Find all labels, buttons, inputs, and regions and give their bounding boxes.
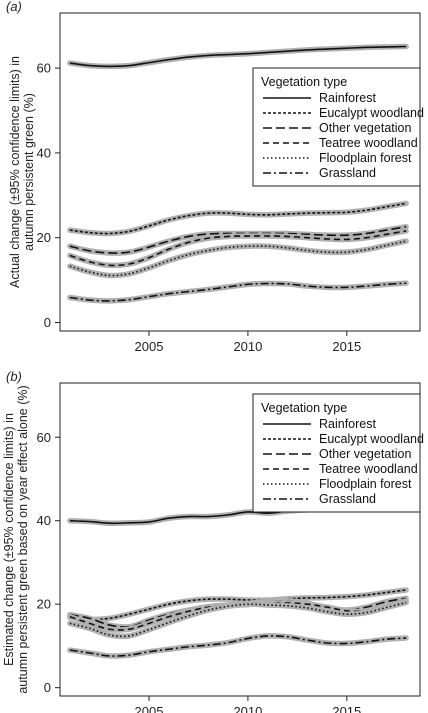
y-tick-label: 20 xyxy=(37,597,51,612)
legend-title: Vegetation type xyxy=(261,75,347,89)
y-axis-title-line: autumn persistent green (%) xyxy=(22,93,36,251)
confidence-band-4 xyxy=(67,599,409,640)
series-line-4 xyxy=(69,240,407,277)
series-line-3 xyxy=(69,230,407,267)
y-tick-label: 40 xyxy=(37,513,51,528)
y-tick-label: 20 xyxy=(37,230,51,245)
plot-frame xyxy=(59,382,421,697)
legend-box xyxy=(252,67,421,187)
legend-label-5: Grassland xyxy=(319,166,376,180)
legend-label-4: Floodplain forest xyxy=(319,477,412,491)
y-tick-label: 40 xyxy=(37,145,51,160)
confidence-band-1 xyxy=(67,200,409,237)
panel-label: (b) xyxy=(6,369,22,384)
legend-label-2: Other vegetation xyxy=(319,121,411,135)
y-axis-title-line: autumn persistent green based on year ef… xyxy=(16,385,30,693)
legend-label-3: Teatree woodland xyxy=(319,136,418,150)
panel-label: (a) xyxy=(6,0,22,14)
y-axis-title-line: Actual change (±95% confidence limits) i… xyxy=(8,56,22,288)
series-group xyxy=(67,43,409,304)
legend-label-4: Floodplain forest xyxy=(319,151,412,165)
legend-label-0: Rainforest xyxy=(319,417,376,431)
series-line-1 xyxy=(69,202,407,235)
legend-label-1: Eucalypt woodland xyxy=(319,432,424,446)
series-group xyxy=(67,504,409,659)
confidence-band-0 xyxy=(67,43,409,70)
series-line-5 xyxy=(69,282,407,302)
x-tick-label: 2005 xyxy=(135,704,164,713)
x-tick-label: 2015 xyxy=(332,704,361,713)
chart-panel-0: (a) 0 20 40 60 2005 2010 2015 Actual change (±95… xyxy=(6,0,424,354)
legend-box xyxy=(252,393,421,513)
legend-label-3: Teatree woodland xyxy=(319,462,418,476)
legend-label-0: Rainforest xyxy=(319,91,376,105)
x-tick-label: 2015 xyxy=(332,339,361,354)
chart-panel-1: (b) 0 20 40 60 2005 2010 2015 Estimated change (… xyxy=(2,369,424,713)
x-tick-label: 2010 xyxy=(233,704,262,713)
y-tick-label: 0 xyxy=(44,315,51,330)
legend-label-1: Eucalypt woodland xyxy=(319,106,424,120)
series-line-0 xyxy=(69,45,407,68)
legend-label-5: Grassland xyxy=(319,492,376,506)
y-tick-label: 0 xyxy=(44,680,51,695)
y-tick-label: 60 xyxy=(37,61,51,76)
y-axis-title-line: Estimated change (±95% confidence limits… xyxy=(2,413,16,666)
legend-title: Vegetation type xyxy=(261,401,347,415)
y-tick-label: 60 xyxy=(37,430,51,445)
series-line-1 xyxy=(69,589,407,621)
x-tick-label: 2010 xyxy=(233,339,262,354)
x-tick-label: 2005 xyxy=(135,339,164,354)
confidence-band-5 xyxy=(67,633,409,659)
confidence-band-5 xyxy=(67,280,409,304)
legend-label-2: Other vegetation xyxy=(319,447,411,461)
